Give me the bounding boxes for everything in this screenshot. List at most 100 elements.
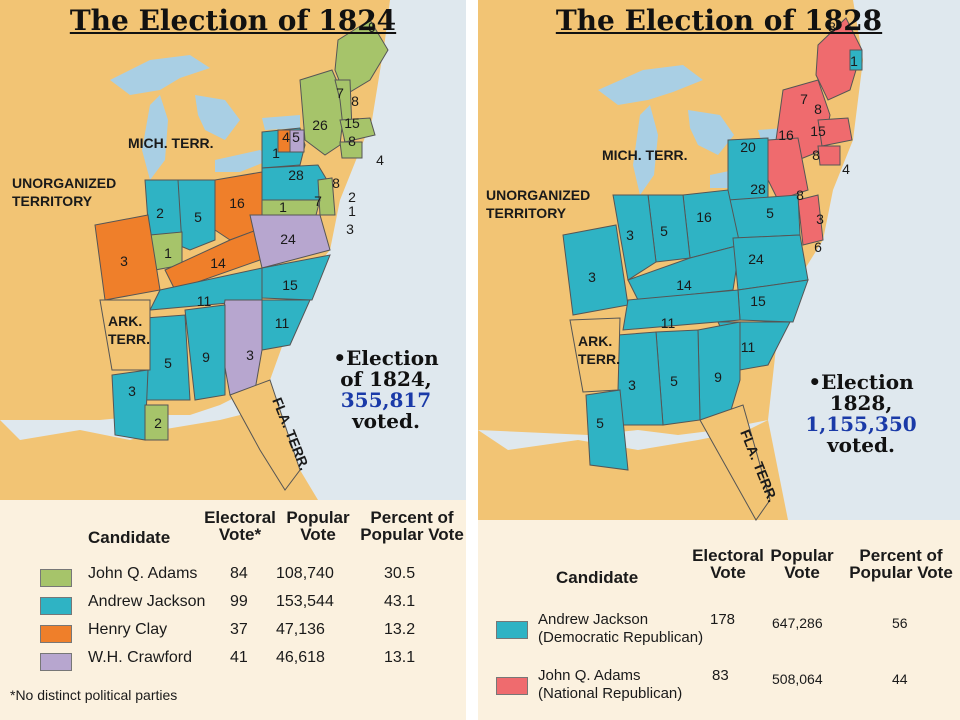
electoral-vote-label: 28 (288, 167, 304, 183)
electoral-vote-label: 3 (816, 211, 824, 227)
territory-arkansas (99, 299, 151, 371)
territory-label-ark-2: TERR. (108, 331, 150, 347)
state-alabama (655, 329, 701, 426)
electoral-vote-label: 2 (348, 189, 356, 205)
percent-vote: 56 (892, 615, 908, 631)
electoral-vote-label: 15 (282, 277, 298, 293)
header-candidate: Candidate (556, 568, 639, 587)
header-electoral-vote: Electoral Vote* (204, 508, 276, 544)
electoral-vote-label: 3 (346, 221, 354, 237)
state-mississippi (617, 331, 664, 426)
results-table-1828: Candidate Electoral Vote Popular Vote Perc… (496, 545, 958, 720)
territory-label-unorganized-2: TERRITORY (12, 193, 93, 209)
electoral-vote-label: 3 (628, 377, 636, 393)
electoral-vote-label: 5 (164, 355, 172, 371)
candidate-name: Andrew Jackson (88, 593, 206, 610)
state-ny-crawford (289, 129, 305, 153)
percent-vote: 43.1 (384, 593, 416, 610)
electoral-vote-label: 24 (280, 231, 296, 247)
table-row: Henry Clay 37 47,136 13.2 (40, 621, 466, 643)
legend-swatch (40, 569, 72, 587)
ocean (768, 0, 960, 520)
header-electoral-vote: Electoral Vote (692, 546, 764, 582)
lake-huron (688, 110, 734, 155)
electoral-vote-label: 8 (332, 175, 340, 191)
electoral-vote-label: 8 (828, 19, 836, 35)
legend-swatch (40, 597, 72, 615)
electoral-vote-label: 28 (750, 181, 766, 197)
electoral-vote-label: 24 (748, 251, 764, 267)
electoral-vote-label: 1 (348, 203, 356, 219)
legend-swatch (496, 621, 528, 639)
state-pennsylvania (727, 194, 801, 239)
electoral-vote-label: 7 (314, 193, 322, 209)
table-footnote: *No distinct political parties (10, 687, 178, 703)
callout-line: voted. (352, 409, 420, 433)
candidate-name: John Q. Adams (538, 667, 641, 684)
callout-line: •Election (808, 370, 914, 394)
electoral-vote-label: 4 (842, 161, 850, 177)
territory-florida (229, 379, 301, 491)
state-louisiana-adams (144, 404, 169, 441)
ocean (270, 0, 466, 500)
electoral-vote-label: 9 (368, 19, 376, 35)
electoral-vote-label: 11 (275, 315, 290, 331)
state-tennessee (622, 289, 741, 331)
electoral-vote: 99 (230, 593, 248, 610)
popular-vote: 47,136 (276, 621, 325, 638)
header-popular-vote: Popular Vote (770, 546, 834, 582)
table-row: John Q. Adams 84 108,740 30.5 (40, 565, 466, 587)
electoral-vote-label: 14 (210, 255, 226, 271)
electoral-vote-label: 15 (810, 123, 826, 139)
legend-swatch (496, 677, 528, 695)
gulf-of-mexico (0, 380, 270, 440)
state-louisiana (111, 369, 149, 441)
electoral-vote-label: 5 (670, 373, 678, 389)
state-virginia (249, 214, 331, 269)
electoral-vote-label: 7 (800, 91, 808, 107)
state-illinois (612, 194, 657, 281)
state-maryland (261, 199, 321, 216)
electoral-vote-label: 6 (814, 239, 822, 255)
electoral-vote-label: 15 (344, 115, 360, 131)
electoral-vote: 84 (230, 565, 248, 582)
turnout-number: 1,155,350 (805, 412, 917, 436)
header-candidate: Candidate (88, 528, 171, 547)
popular-vote: 647,286 (772, 615, 823, 631)
electoral-vote-label: 3 (588, 269, 596, 285)
state-maine-jackson (849, 49, 863, 71)
popular-vote: 153,544 (276, 593, 334, 610)
header-popular-vote: Popular Vote (286, 508, 350, 544)
territory-florida (699, 404, 771, 521)
electoral-vote-label: 2 (156, 205, 164, 221)
electoral-vote: 83 (712, 667, 729, 684)
table-row: Andrew Jackson 99 153,544 43.1 (40, 593, 466, 615)
turnout-callout-1824: •Election of 1824, 355,817 voted. (316, 348, 456, 432)
lake-michigan (142, 95, 168, 180)
percent-vote: 44 (892, 671, 908, 687)
electoral-vote-label: 16 (696, 209, 712, 225)
electoral-vote-label: 16 (778, 127, 794, 143)
candidate-name: John Q. Adams (88, 565, 198, 582)
lake-huron (195, 95, 240, 140)
table-row: W.H. Crawford 41 46,618 13.1 (40, 649, 466, 671)
map-1824: MICH. TERR. UNORGANIZED TERRITORY ARK. T… (0, 0, 466, 720)
percent-vote: 13.2 (384, 621, 416, 638)
electoral-vote-label: 3 (246, 347, 254, 363)
electoral-vote-label: 4 (282, 129, 290, 145)
candidate-party: (National Republican) (538, 685, 683, 702)
lake-superior (110, 55, 210, 95)
electoral-vote-label: 1 (164, 245, 172, 261)
turnout-callout-1828: •Election 1828, 1,155,350 voted. (786, 372, 936, 456)
map-1828: MICH. TERR. UNORGANIZED TERRITORY ARK. T… (478, 0, 960, 720)
popular-vote: 46,618 (276, 649, 325, 666)
percent-vote: 30.5 (384, 565, 416, 582)
territory-label-mich: MICH. TERR. (602, 147, 688, 163)
lake-superior (598, 65, 703, 105)
map-title-1828: The Election of 1828 (555, 4, 883, 37)
territory-label-unorganized-2: TERRITORY (486, 205, 567, 221)
legend-swatch (40, 653, 72, 671)
table-background (478, 520, 960, 720)
electoral-vote-label: 3 (626, 227, 634, 243)
electoral-vote-label: 3 (128, 383, 136, 399)
